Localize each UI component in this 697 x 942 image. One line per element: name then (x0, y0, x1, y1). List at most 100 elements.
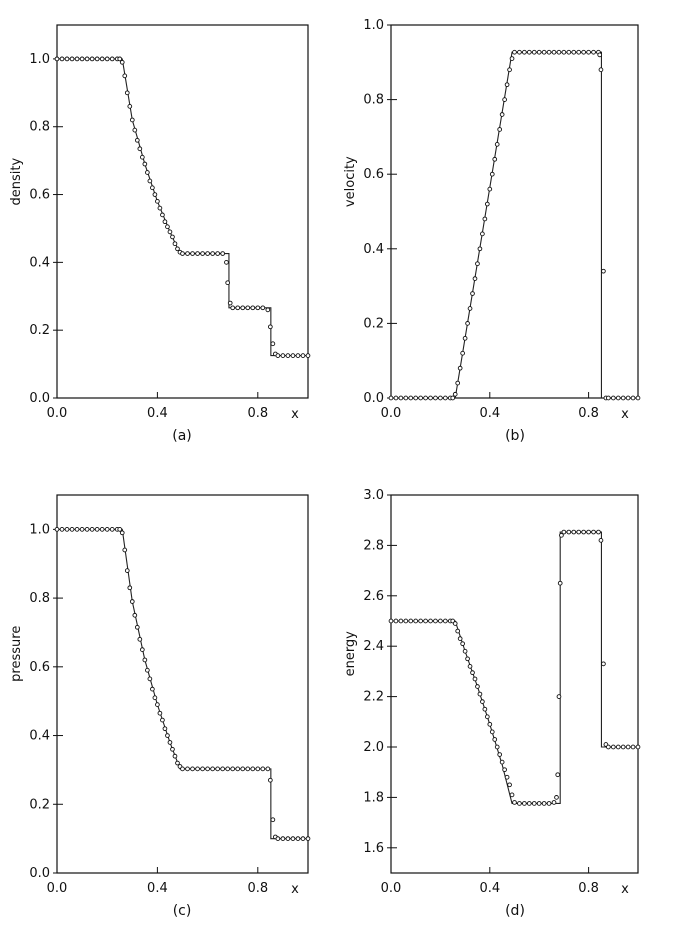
numerical-data-point (165, 733, 170, 738)
numerical-data-point (591, 49, 596, 55)
numerical-data-point (170, 234, 175, 240)
numerical-data-point (265, 307, 271, 313)
numerical-data-point (99, 527, 105, 532)
numerical-data-point (127, 104, 133, 109)
numerical-data-point (94, 527, 100, 532)
numerical-data-point (104, 56, 110, 62)
numerical-data-point (122, 73, 128, 79)
numerical-data-point (438, 395, 443, 401)
x-tick-label: 0.8 (578, 881, 599, 896)
y-tick-label: 2.0 (363, 740, 384, 755)
numerical-data-point (224, 260, 229, 265)
numerical-data-point (280, 353, 286, 358)
exact-solution-line (391, 531, 638, 804)
chart-panel: 0.0 0.2 0.4 0.6 0.8 1.0 0.0 0.4 0.8 x density (a) (9, 24, 311, 444)
numerical-data-point (522, 801, 527, 806)
y-tick-label: 1.0 (29, 522, 50, 537)
numerical-data-point (480, 699, 485, 704)
numerical-data-point (571, 529, 577, 535)
numerical-data-point (160, 212, 165, 218)
numerical-data-point (477, 246, 483, 252)
numerical-data-point (260, 305, 266, 311)
numerical-data-point (428, 618, 433, 624)
numerical-data-point (610, 395, 616, 401)
numerical-data-point (275, 353, 281, 358)
numerical-data-point (64, 527, 70, 532)
numerical-data-point (94, 56, 100, 62)
numerical-data-point (250, 305, 256, 311)
numerical-data-point (502, 767, 507, 773)
numerical-data-point (104, 527, 110, 532)
numerical-data-point (175, 760, 180, 766)
numerical-data-point (255, 305, 261, 311)
numerical-data-point (465, 321, 470, 326)
numerical-data-point (484, 714, 490, 720)
numerical-data-point (571, 49, 577, 55)
numerical-data-point (504, 774, 510, 780)
numerical-data-point (418, 395, 423, 401)
numerical-data-point (167, 229, 173, 235)
numerical-data-point (480, 231, 485, 237)
numerical-data-point (215, 766, 220, 772)
numerical-data-point (512, 49, 517, 55)
numerical-data-point (541, 49, 547, 55)
numerical-data-point (268, 324, 273, 330)
numerical-data-point (155, 198, 160, 204)
numerical-data-point (162, 219, 168, 225)
x-tick-label: 0.0 (47, 881, 68, 896)
numerical-data-point (285, 353, 291, 358)
numerical-data-point (142, 657, 148, 663)
numerical-data-point (74, 527, 80, 532)
numerical-data-point (487, 186, 493, 192)
numerical-data-point (230, 766, 236, 772)
numerical-data-point (285, 836, 291, 841)
numerical-data-point (551, 49, 557, 55)
numerical-data-point (566, 49, 572, 55)
numerical-data-point (492, 737, 498, 742)
numerical-data-point (581, 49, 587, 55)
y-tick-label: 2.2 (363, 690, 384, 705)
numerical-data-point (129, 117, 135, 123)
numerical-data-point (155, 702, 160, 707)
y-tick-label: 0.8 (29, 591, 50, 606)
numerical-data-point (586, 529, 591, 535)
numerical-data-point (625, 744, 631, 750)
numerical-data-point (268, 777, 273, 783)
numerical-data-point (124, 568, 130, 573)
numerical-data-point (117, 527, 123, 532)
numerical-data-point (117, 56, 123, 62)
chart-panel: 0.0 0.2 0.4 0.6 0.8 1.0 0.0 0.4 0.8 x velocity (b) (343, 18, 641, 444)
numerical-data-point (452, 621, 458, 626)
numerical-data-point (89, 527, 95, 532)
y-tick-label: 0.4 (363, 242, 384, 257)
numerical-data-point (134, 137, 140, 143)
numerical-data-point (433, 618, 438, 624)
numerical-data-point (526, 801, 532, 806)
x-axis-label: x (621, 882, 629, 897)
numerical-data-point (69, 56, 75, 62)
x-tick-label: 0.0 (381, 406, 402, 421)
y-axis-label: energy (343, 631, 358, 677)
numerical-data-point (526, 49, 532, 55)
numerical-data-point (472, 676, 478, 682)
exact-solution-line (57, 528, 308, 840)
numerical-data-point (499, 112, 505, 117)
numerical-data-point (119, 59, 125, 65)
numerical-data-point (250, 766, 256, 772)
numerical-data-point (536, 49, 542, 55)
numerical-data-point (596, 529, 601, 535)
numerical-data-point (84, 56, 90, 62)
numerical-data-point (531, 49, 537, 55)
numerical-data-point (195, 251, 200, 256)
numerical-data-point (433, 395, 438, 401)
plot-frame (390, 24, 639, 399)
numerical-data-point (610, 744, 616, 750)
x-axis-label: x (621, 407, 629, 422)
numerical-data-point (522, 49, 527, 55)
numerical-data-point (460, 350, 465, 356)
numerical-data-point (457, 636, 463, 641)
y-tick-label: 1.0 (363, 18, 384, 33)
numerical-data-point (147, 676, 153, 682)
y-tick-label: 0.8 (363, 93, 384, 108)
y-tick-label: 0.4 (29, 255, 50, 270)
